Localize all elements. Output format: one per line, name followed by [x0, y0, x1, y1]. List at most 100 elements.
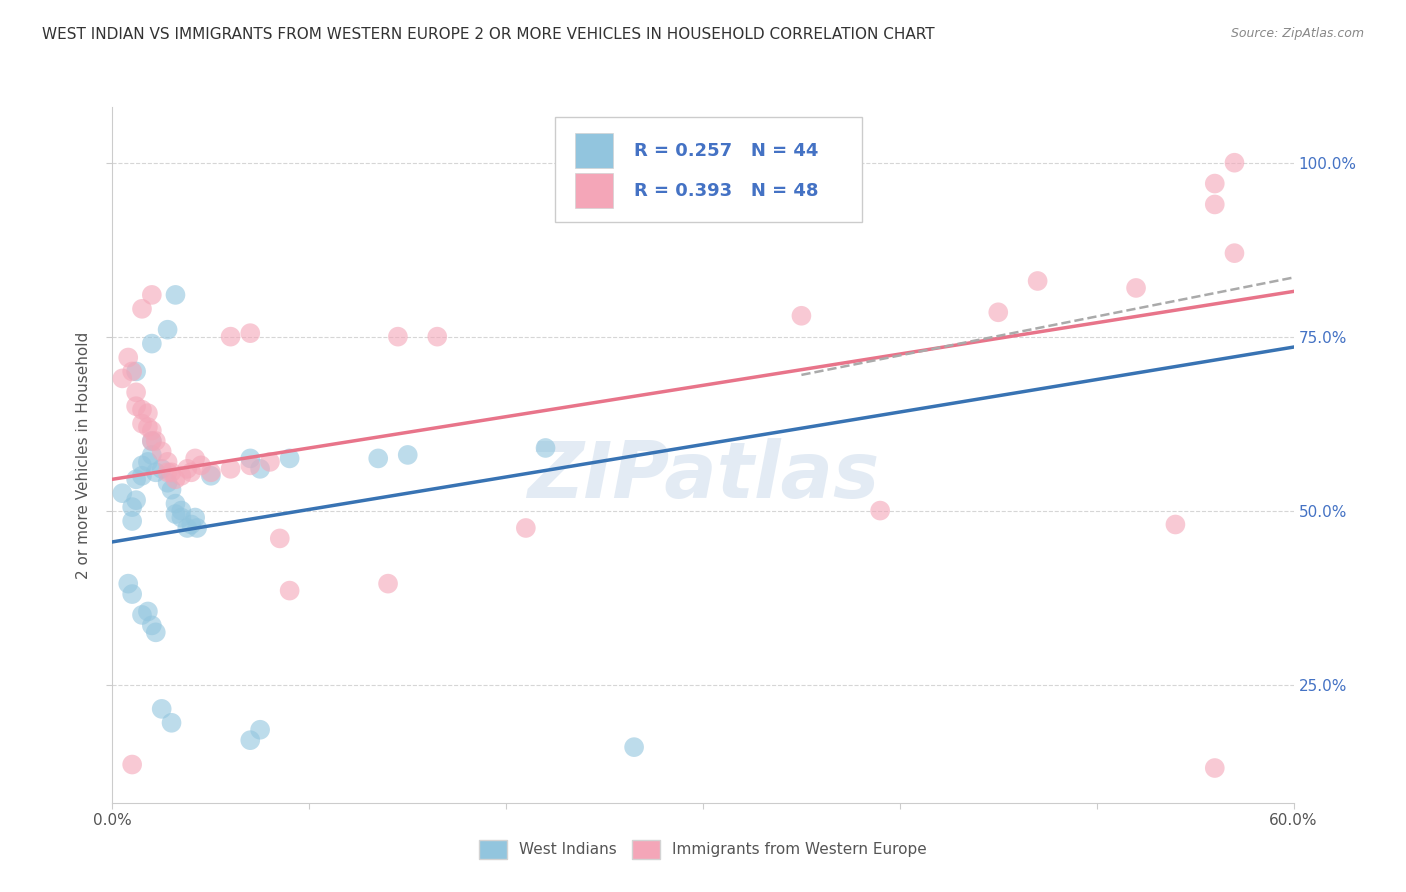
Point	[121, 587, 143, 601]
Point	[184, 510, 207, 524]
Legend: West Indians, Immigrants from Western Europe: West Indians, Immigrants from Western Eu…	[474, 834, 932, 864]
Point	[156, 323, 179, 337]
Point	[239, 326, 262, 340]
Point	[239, 458, 262, 473]
Point	[170, 510, 193, 524]
Point	[184, 451, 207, 466]
Point	[141, 424, 163, 438]
Point	[111, 371, 134, 385]
Point	[623, 740, 645, 755]
Point	[136, 420, 159, 434]
Point	[156, 475, 179, 490]
Point	[200, 466, 222, 480]
Point	[165, 507, 187, 521]
Point	[160, 466, 183, 480]
Point	[150, 462, 173, 476]
Point	[141, 434, 163, 448]
Point	[131, 301, 153, 316]
Point	[141, 618, 163, 632]
Text: WEST INDIAN VS IMMIGRANTS FROM WESTERN EUROPE 2 OR MORE VEHICLES IN HOUSEHOLD CO: WEST INDIAN VS IMMIGRANTS FROM WESTERN E…	[42, 27, 935, 42]
Point	[125, 472, 148, 486]
FancyBboxPatch shape	[575, 173, 613, 208]
Point	[1223, 246, 1246, 260]
Text: ZIPatlas: ZIPatlas	[527, 438, 879, 514]
Point	[426, 329, 449, 343]
Point	[165, 288, 187, 302]
Point	[278, 583, 301, 598]
Point	[987, 305, 1010, 319]
Point	[176, 521, 198, 535]
Point	[121, 364, 143, 378]
Point	[387, 329, 409, 343]
FancyBboxPatch shape	[555, 118, 862, 222]
Point	[131, 458, 153, 473]
Point	[190, 458, 212, 473]
Point	[249, 723, 271, 737]
Point	[131, 402, 153, 417]
Point	[131, 468, 153, 483]
Point	[367, 451, 389, 466]
Point	[111, 486, 134, 500]
Point	[219, 329, 242, 343]
Point	[125, 399, 148, 413]
Point	[156, 466, 179, 480]
Point	[180, 466, 202, 480]
Point	[121, 757, 143, 772]
Point	[117, 576, 139, 591]
Point	[136, 455, 159, 469]
Point	[249, 462, 271, 476]
Point	[160, 715, 183, 730]
Point	[180, 517, 202, 532]
Point	[869, 503, 891, 517]
Point	[141, 434, 163, 448]
Point	[1026, 274, 1049, 288]
Point	[141, 288, 163, 302]
Point	[1204, 197, 1226, 211]
Point	[1125, 281, 1147, 295]
Point	[1164, 517, 1187, 532]
Y-axis label: 2 or more Vehicles in Household: 2 or more Vehicles in Household	[76, 331, 91, 579]
Point	[269, 532, 291, 546]
Point	[145, 434, 167, 448]
Point	[131, 607, 153, 622]
Point	[278, 451, 301, 466]
Text: Source: ZipAtlas.com: Source: ZipAtlas.com	[1230, 27, 1364, 40]
Point	[160, 483, 183, 497]
Point	[121, 514, 143, 528]
Point	[141, 448, 163, 462]
Point	[239, 733, 262, 747]
Point	[170, 468, 193, 483]
Point	[117, 351, 139, 365]
Point	[121, 500, 143, 514]
Point	[141, 336, 163, 351]
Point	[145, 466, 167, 480]
Point	[396, 448, 419, 462]
Point	[125, 364, 148, 378]
Point	[136, 605, 159, 619]
Text: R = 0.393   N = 48: R = 0.393 N = 48	[634, 182, 820, 200]
Point	[219, 462, 242, 476]
Point	[200, 468, 222, 483]
Point	[150, 444, 173, 458]
Point	[156, 455, 179, 469]
Point	[377, 576, 399, 591]
Point	[131, 417, 153, 431]
Point	[515, 521, 537, 535]
Point	[176, 462, 198, 476]
Point	[125, 385, 148, 400]
Text: R = 0.257   N = 44: R = 0.257 N = 44	[634, 142, 818, 160]
Point	[1204, 761, 1226, 775]
Point	[170, 503, 193, 517]
Point	[150, 702, 173, 716]
Point	[790, 309, 813, 323]
Point	[145, 625, 167, 640]
FancyBboxPatch shape	[575, 134, 613, 169]
Point	[1204, 177, 1226, 191]
Point	[186, 521, 208, 535]
Point	[259, 455, 281, 469]
Point	[136, 406, 159, 420]
Point	[239, 451, 262, 466]
Point	[165, 497, 187, 511]
Point	[534, 441, 557, 455]
Point	[125, 493, 148, 508]
